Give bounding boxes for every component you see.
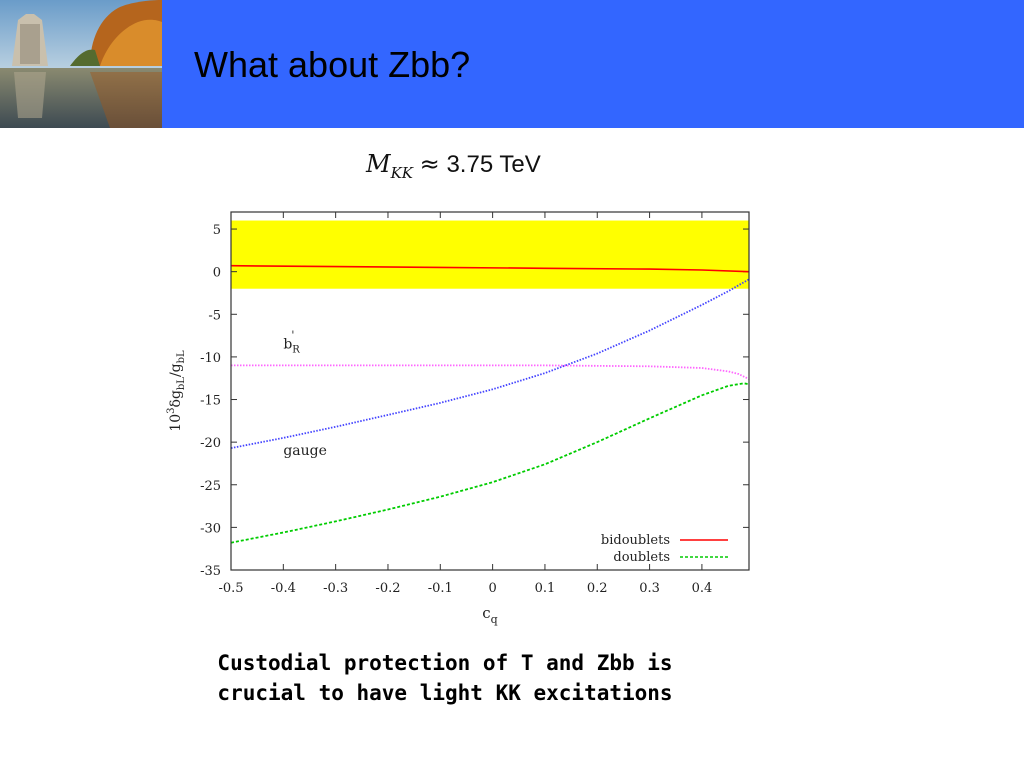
x-tick-label: -0.3 [323,581,348,596]
x-tick-label: -0.2 [375,581,400,596]
series-line-br [231,364,750,380]
x-tick-label: -0.4 [271,581,296,596]
series-line-bidoublets [230,264,750,273]
y-tick-label: 0 [213,266,221,281]
zbb-chart: -0.5 -0.4 -0.3 -0.2 -0.1 0 0.1 0.2 0.3 0.4 5 0 -5 -10… [166,211,750,626]
y-tick-label: 5 [213,223,221,238]
formula-relation: ≈ [419,150,440,178]
plot-frame [230,211,750,571]
allowed-band [231,220,749,289]
y-tick-label: -10 [200,351,221,366]
x-tick-label: 0.3 [639,581,660,596]
x-tick-label: -0.5 [218,581,243,596]
x-tick-label: 0.2 [587,581,608,596]
caption-line-1: Custodial protection of T and Zbb is [217,651,673,675]
x-axis-label: cq [482,604,497,626]
y-tick-label: -30 [200,521,221,536]
y-axis-label: 103δgbL/gbL [166,350,187,432]
header-bar: What about Zbb? [0,0,1024,128]
series-line-doublets [230,382,750,544]
y-tick-label: -25 [200,479,221,494]
annotation-label: bR [283,336,300,355]
lab-building-photo-icon [0,0,162,128]
legend-label: bidoublets [601,533,670,548]
y-tick-label: -5 [208,308,221,323]
x-tick-label: -0.1 [428,581,453,596]
formula-value: 3.75 TeV [446,151,541,178]
x-tick-label: 0 [488,581,496,596]
y-tick-label: -15 [200,394,221,409]
x-tick-label: 0.1 [535,581,556,596]
formula-variable: MKK [366,150,413,182]
slide-title: What about Zbb? [194,44,471,85]
series-line-gauge [230,278,750,449]
caption-line-2: crucial to have light KK excitations [217,681,673,705]
legend-label: doublets [613,550,670,565]
x-tick-label: 0.4 [692,581,713,596]
slide-caption: Custodial protection of T and Zbb is cru… [190,648,700,708]
annotation-prime: ' [291,328,294,341]
y-tick-label: -20 [200,436,221,451]
chart-container: -0.5 -0.4 -0.3 -0.2 -0.1 0 0.1 0.2 0.3 0.4 5 0 -5 -10… [150,200,770,645]
annotation-label: gauge [283,443,327,459]
y-tick-label: -35 [200,564,221,579]
mkk-formula: MKK ≈ 3.75 TeV [366,150,541,182]
